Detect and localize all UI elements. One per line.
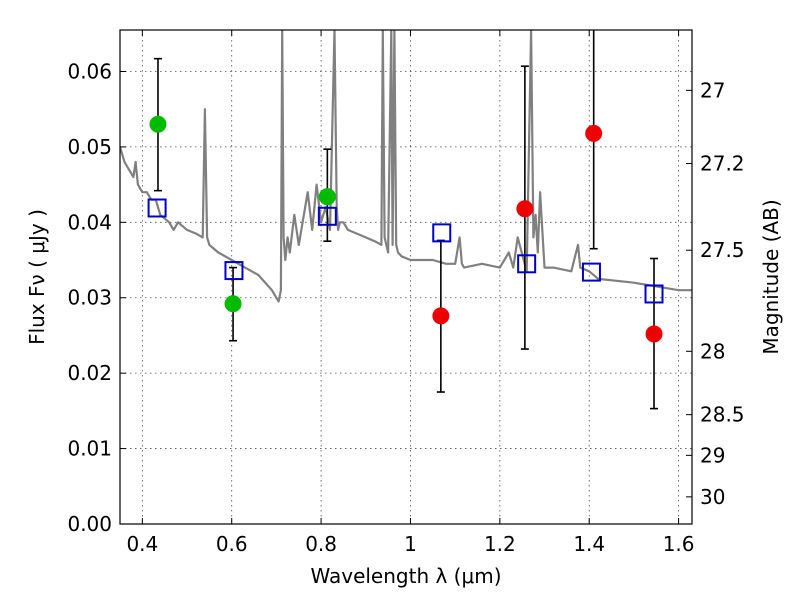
y-tick-label: 0.06	[67, 59, 112, 83]
y2-tick-label: 28.5	[700, 403, 745, 427]
x-tick-label: 0.6	[216, 532, 248, 556]
x-tick-label: 1.2	[484, 532, 516, 556]
y-tick-label: 0.00	[67, 512, 112, 536]
x-axis-label: Wavelength λ (μm)	[310, 564, 501, 588]
y2-axis-label: Magnitude (AB)	[759, 199, 783, 354]
model-photometry-square	[147, 198, 167, 218]
model-photometry-square	[317, 206, 337, 226]
grid-lines	[120, 30, 692, 525]
model-photometry-square	[517, 254, 537, 274]
y2-tick-label: 28	[700, 339, 725, 363]
y2-tick-label: 27.2	[700, 151, 745, 175]
y-tick-label: 0.04	[67, 210, 112, 234]
x-tick-label: 1	[404, 532, 417, 556]
y-axis-label: Flux Fν ( μJy )	[25, 209, 49, 345]
x-tick-label: 0.4	[126, 532, 158, 556]
y-tick-label: 0.05	[67, 135, 112, 159]
x-tick-label: 1.4	[573, 532, 605, 556]
y2-tick-label: 27.5	[700, 238, 745, 262]
upper-limit-point	[516, 200, 534, 218]
errorbar-layer	[153, 30, 659, 410]
y2-tick-label: 27	[700, 78, 725, 102]
spectrum-line	[120, 30, 692, 303]
detection-point	[318, 188, 336, 206]
y2-tick-label: 29	[700, 443, 725, 467]
upper-limit-point	[585, 124, 603, 142]
upper-limit-point	[645, 325, 663, 343]
upper-limit-point	[432, 307, 450, 325]
model-photometry-square	[581, 262, 601, 282]
y-tick-label: 0.02	[67, 361, 112, 385]
model-photometry-square	[432, 223, 452, 243]
detection-point	[149, 115, 167, 133]
model-photometry-square	[644, 284, 664, 304]
model-photometry-square	[224, 261, 244, 281]
spectrum-layer	[120, 30, 692, 303]
y-tick-label: 0.01	[67, 437, 112, 461]
x-tick-label: 1.6	[663, 532, 695, 556]
plot-frame	[119, 29, 693, 525]
x-tick-label: 0.8	[305, 532, 337, 556]
tick-layer: 0.4 0.6 0.8 1 1.2 1.4 1.6 0.00 0.01 0.02 0.03 0.04 0…	[67, 30, 745, 556]
marker-layer	[147, 115, 664, 343]
detection-point	[224, 295, 242, 313]
y2-tick-label: 30	[700, 485, 725, 509]
y-tick-label: 0.03	[67, 286, 112, 310]
